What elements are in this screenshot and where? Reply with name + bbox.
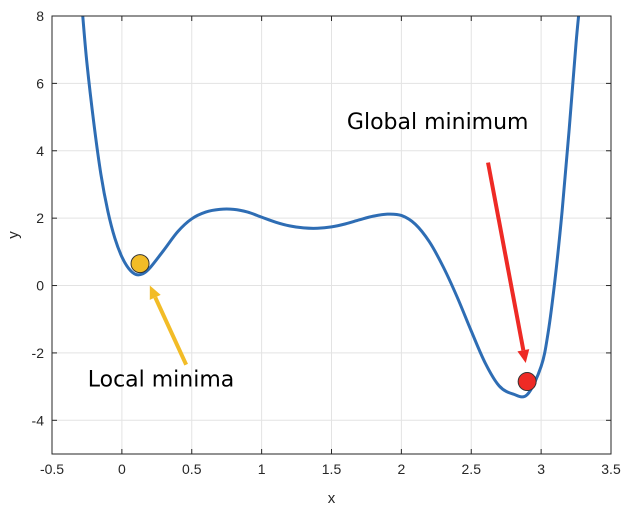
global-minimum-marker — [517, 372, 537, 392]
x-tick-label: 2 — [397, 461, 405, 477]
x-tick-label: 0.5 — [182, 461, 202, 477]
annotation-label: Local minima — [88, 368, 235, 393]
annotation-arrow-shaft — [153, 296, 188, 366]
y-tick-label: 6 — [36, 75, 44, 91]
annotation-layer: Local minima Global minimum — [88, 110, 530, 393]
y-tick-label: 2 — [36, 210, 44, 226]
marker-layer — [130, 254, 537, 392]
annotation-arrow-shaft — [486, 162, 526, 351]
x-axis-label: x — [328, 490, 336, 507]
y-tick-label: -4 — [32, 412, 45, 428]
x-tick-label: 2.5 — [462, 461, 482, 477]
x-tick-label: 1 — [258, 461, 266, 477]
grid — [51, 15, 612, 454]
y-tick-label: 0 — [36, 278, 44, 294]
function-curve — [81, 16, 581, 399]
annotation-arrow-head — [517, 349, 530, 364]
x-tick-label: 1.5 — [322, 461, 342, 477]
y-tick-label: -2 — [32, 345, 45, 361]
x-tick-label: 3 — [537, 461, 545, 477]
y-axis-label: y — [5, 231, 22, 239]
y-tick-label: 8 — [36, 8, 44, 24]
local-minimum-marker — [130, 254, 150, 274]
x-tick-label: -0.5 — [40, 461, 64, 477]
y-tick-label: 4 — [36, 143, 44, 159]
annotation-arrow-head — [149, 285, 161, 300]
curve-layer — [81, 16, 581, 399]
axes: -0.5 0 0.5 1 1.5 2 2.5 3 3.5 -4 -2 0 2 4 6 8 — [32, 8, 621, 477]
annotation-label: Global minimum — [347, 110, 529, 135]
x-tick-label: 3.5 — [601, 461, 621, 477]
x-tick-label: 0 — [118, 461, 126, 477]
